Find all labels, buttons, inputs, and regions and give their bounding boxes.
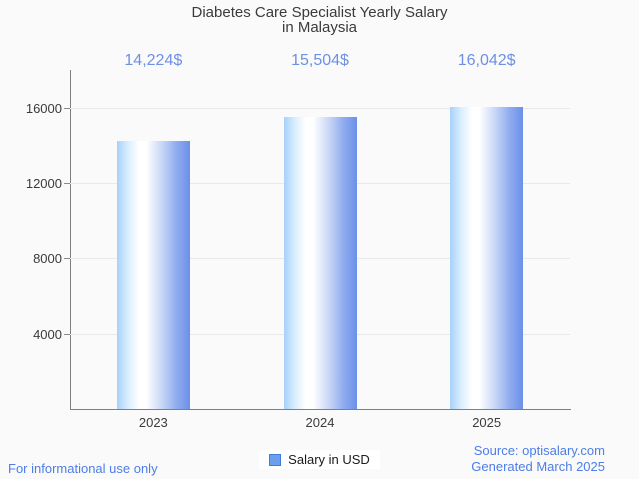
- y-tick-mark: [64, 333, 70, 335]
- x-axis-category-label: 2023: [138, 415, 168, 430]
- y-axis-tick-label: 16000: [25, 100, 62, 116]
- x-axis-category-label: 2024: [305, 415, 335, 430]
- bar-2024[interactable]: [283, 117, 357, 409]
- bar-value-label: 14,224$: [124, 52, 183, 69]
- bar-2025[interactable]: [450, 106, 524, 409]
- y-axis-line: [70, 70, 71, 410]
- legend-item-salary: Salary in USD: [259, 450, 380, 469]
- x-axis-line: [70, 409, 571, 410]
- y-axis-tick-label: 4000: [33, 326, 62, 342]
- y-tick-mark: [64, 258, 70, 260]
- legend-swatch-icon: [269, 453, 282, 466]
- bar-value-label: 15,504$: [291, 52, 349, 69]
- y-gridline: [70, 107, 570, 109]
- chart-title-line1: Diabetes Care Specialist Yearly Salary: [191, 4, 448, 21]
- chart-title: Diabetes Care Specialist Yearly Salary i…: [0, 5, 639, 35]
- footer-source-block: Source: optisalary.com Generated March 2…: [471, 443, 605, 475]
- chart-legend: Salary in USD: [0, 450, 639, 469]
- chart-title-line2: in Malaysia: [281, 19, 358, 36]
- x-axis-category-label: 2025: [472, 415, 502, 430]
- source-link[interactable]: Source: optisalary.com: [473, 443, 605, 458]
- legend-label: Salary in USD: [288, 452, 370, 467]
- y-axis-tick-label: 8000: [33, 251, 62, 267]
- bar-2023[interactable]: [116, 141, 190, 409]
- disclaimer-text: For informational use only: [8, 461, 158, 476]
- generated-date: Generated March 2025: [471, 459, 605, 474]
- y-tick-mark: [64, 183, 70, 184]
- y-axis-tick-label: 12000: [25, 176, 62, 191]
- bar-value-label: 16,042$: [457, 52, 516, 69]
- y-tick-mark: [64, 107, 70, 109]
